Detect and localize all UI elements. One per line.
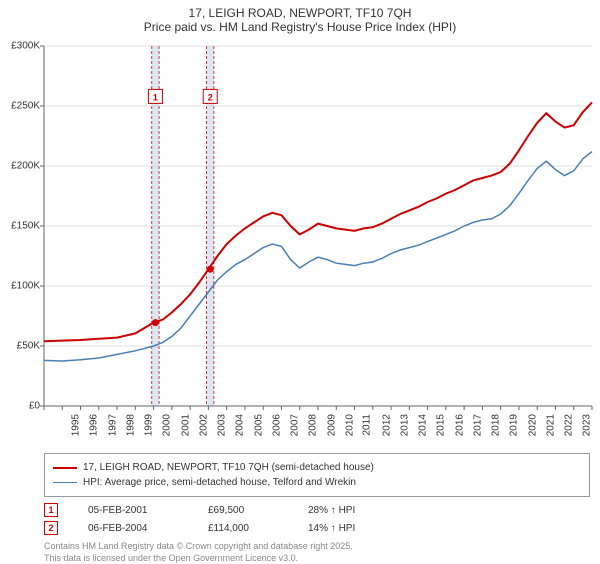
- x-tick-label: 2010: [344, 414, 355, 436]
- y-tick-label: £50K: [4, 341, 40, 352]
- y-tick-label: £0: [4, 401, 40, 412]
- x-tick-label: 2003: [216, 414, 227, 436]
- x-tick-label: 2004: [235, 414, 246, 436]
- chart-svg: 12: [0, 36, 600, 451]
- attribution-line-2: This data is licensed under the Open Gov…: [44, 553, 590, 564]
- sale-price: £114,000: [208, 523, 278, 534]
- title-line-1: 17, LEIGH ROAD, NEWPORT, TF10 7QH: [0, 6, 600, 20]
- x-tick-label: 2002: [198, 414, 209, 436]
- legend-swatch: [53, 482, 77, 483]
- legend-row: 17, LEIGH ROAD, NEWPORT, TF10 7QH (semi-…: [53, 460, 581, 475]
- chart-title: 17, LEIGH ROAD, NEWPORT, TF10 7QH Price …: [0, 0, 600, 36]
- x-tick-label: 1996: [89, 414, 100, 436]
- svg-text:2: 2: [208, 92, 213, 102]
- attribution: Contains HM Land Registry data © Crown c…: [44, 541, 590, 564]
- x-tick-label: 1997: [107, 414, 118, 436]
- x-tick-label: 2006: [271, 414, 282, 436]
- x-tick-label: 2000: [162, 414, 173, 436]
- x-tick-label: 2020: [527, 414, 538, 436]
- chart-area: 12 £0£50K£100K£150K£200K£250K£300K 19951…: [0, 36, 600, 451]
- x-tick-label: 2015: [436, 414, 447, 436]
- x-tick-label: 2023: [582, 414, 593, 436]
- x-tick-label: 1998: [125, 414, 136, 436]
- legend-swatch: [53, 467, 77, 469]
- x-tick-label: 2021: [545, 414, 556, 436]
- x-tick-label: 2011: [362, 414, 373, 436]
- legend: 17, LEIGH ROAD, NEWPORT, TF10 7QH (semi-…: [44, 453, 590, 497]
- title-line-2: Price paid vs. HM Land Registry's House …: [0, 20, 600, 34]
- sale-delta: 28% ↑ HPI: [308, 505, 398, 516]
- x-tick-label: 2008: [308, 414, 319, 436]
- sale-delta: 14% ↑ HPI: [308, 523, 398, 534]
- y-tick-label: £250K: [4, 101, 40, 112]
- sales-table: 1 05-FEB-2001 £69,500 28% ↑ HPI 2 06-FEB-2004…: [44, 503, 590, 535]
- x-tick-label: 2018: [490, 414, 501, 436]
- attribution-line-1: Contains HM Land Registry data © Crown c…: [44, 541, 590, 553]
- x-tick-label: 2013: [399, 414, 410, 436]
- x-tick-label: 2019: [509, 414, 520, 436]
- sale-price: £69,500: [208, 505, 278, 516]
- x-tick-label: 2012: [381, 414, 392, 436]
- x-tick-label: 2007: [289, 414, 300, 436]
- y-tick-label: £100K: [4, 281, 40, 292]
- x-tick-label: 2014: [417, 414, 428, 436]
- sale-date: 05-FEB-2001: [88, 505, 178, 516]
- x-tick-label: 2016: [454, 414, 465, 436]
- x-tick-label: 1999: [143, 414, 154, 436]
- legend-row: HPI: Average price, semi-detached house,…: [53, 475, 581, 490]
- y-tick-label: £150K: [4, 221, 40, 232]
- x-tick-label: 2017: [472, 414, 483, 436]
- sale-row: 2 06-FEB-2004 £114,000 14% ↑ HPI: [44, 521, 590, 535]
- x-tick-label: 1995: [70, 414, 81, 436]
- x-tick-label: 2022: [563, 414, 574, 436]
- svg-text:1: 1: [153, 92, 158, 102]
- sale-date: 06-FEB-2004: [88, 523, 178, 534]
- y-tick-label: £300K: [4, 41, 40, 52]
- x-tick-label: 2009: [326, 414, 337, 436]
- sale-marker: 2: [44, 521, 58, 535]
- sale-marker: 1: [44, 503, 58, 517]
- x-tick-label: 2001: [180, 414, 191, 436]
- legend-label: HPI: Average price, semi-detached house,…: [83, 475, 356, 490]
- y-tick-label: £200K: [4, 161, 40, 172]
- legend-label: 17, LEIGH ROAD, NEWPORT, TF10 7QH (semi-…: [83, 460, 374, 475]
- sale-row: 1 05-FEB-2001 £69,500 28% ↑ HPI: [44, 503, 590, 517]
- x-tick-label: 2005: [253, 414, 264, 436]
